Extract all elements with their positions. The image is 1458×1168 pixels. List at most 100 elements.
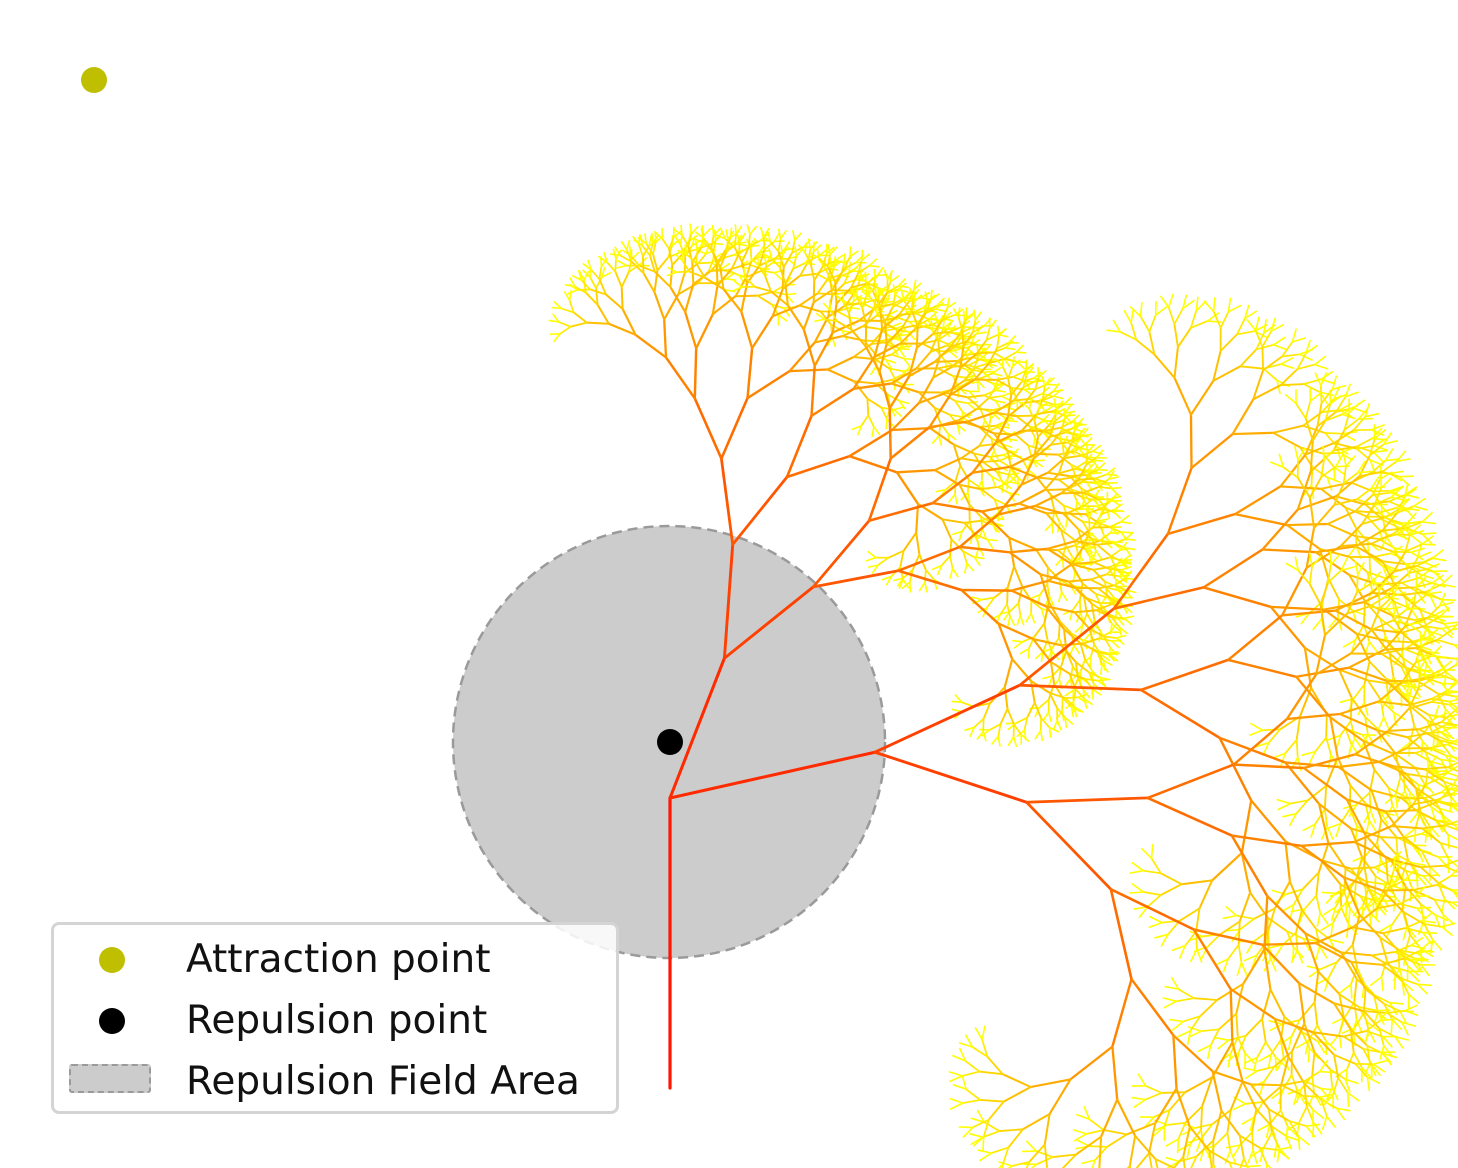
tree-branch	[1266, 1163, 1272, 1168]
legend-label: Repulsion point	[186, 998, 488, 1043]
tree-branch	[689, 223, 693, 235]
tree-branch	[1211, 1070, 1223, 1112]
tree-branch	[1262, 1131, 1273, 1150]
tree-branch	[702, 237, 713, 249]
tree-branch	[1048, 675, 1054, 686]
tree-branch	[1303, 894, 1318, 910]
tree-branch	[954, 400, 969, 405]
tree-branch	[933, 457, 963, 472]
tree-branch	[1301, 1094, 1314, 1111]
tree-branch	[1453, 823, 1458, 826]
tree-branch	[1068, 672, 1087, 680]
tree-branch	[1424, 776, 1443, 786]
tree-branch	[951, 567, 959, 578]
tree-branch	[1091, 444, 1102, 453]
tree-branch	[1008, 465, 1038, 479]
tree-branch	[998, 1128, 1024, 1133]
tree-branch	[937, 327, 945, 342]
tree-branch	[993, 449, 999, 461]
tree-branch	[1404, 533, 1411, 553]
tree-branch	[1113, 577, 1127, 587]
tree-branch	[1303, 646, 1313, 689]
tree-branch	[1265, 1123, 1271, 1139]
tree-branch	[1058, 521, 1066, 532]
tree-branch	[855, 295, 864, 310]
tree-branch	[1160, 933, 1169, 947]
tree-branch	[818, 248, 828, 257]
tree-branch	[971, 1118, 990, 1129]
tree-branch	[1399, 776, 1411, 794]
tree-branch	[1261, 943, 1301, 985]
tree-branch	[1362, 1048, 1382, 1054]
tree-branch	[1272, 431, 1302, 449]
tree-branch	[1398, 741, 1411, 752]
tree-branch	[1228, 1161, 1248, 1168]
tree-branch	[1292, 946, 1304, 959]
tree-branch	[1139, 658, 1230, 692]
tree-branch	[966, 394, 986, 399]
tree-branch	[907, 330, 916, 340]
tree-branch	[890, 401, 921, 432]
tree-branch	[1257, 1123, 1271, 1132]
tree-branch	[1339, 983, 1352, 994]
tree-branch	[1336, 445, 1349, 456]
tree-branch	[1316, 402, 1323, 428]
tree-branch	[560, 307, 575, 314]
tree-branch	[1307, 1047, 1311, 1063]
tree-branch	[1333, 1002, 1365, 1013]
tree-branch	[903, 290, 912, 300]
tree-branch	[1313, 1051, 1332, 1071]
tree-branch	[1235, 1012, 1239, 1039]
tree-branch	[1057, 476, 1077, 481]
tree-branch	[977, 1149, 993, 1154]
tree-branch	[1323, 808, 1329, 828]
tree-branch	[851, 425, 863, 431]
legend-item-repulsion-field-area: Repulsion Field Area	[54, 1062, 616, 1102]
tree-branch	[1296, 495, 1338, 511]
tree-branch	[1035, 1156, 1054, 1166]
tree-branch	[1048, 691, 1058, 709]
tree-branch	[1408, 621, 1424, 626]
tree-branch	[1351, 943, 1359, 969]
tree-branch	[1302, 823, 1316, 832]
tree-branch	[954, 493, 958, 505]
tree-branch	[753, 285, 772, 293]
tree-branch	[937, 339, 941, 358]
tree-branch	[1401, 661, 1417, 683]
tree-branch	[1043, 488, 1068, 491]
tree-branch	[1329, 389, 1332, 405]
tree-branch	[1239, 1157, 1245, 1168]
tree-branch	[822, 302, 832, 312]
tree-branch	[885, 358, 892, 369]
tree-branch	[1070, 544, 1086, 566]
tree-branch	[1439, 842, 1458, 849]
tree-branch	[1353, 1011, 1365, 1029]
tree-branch	[773, 269, 785, 274]
tree-branch	[1116, 616, 1125, 626]
tree-branch	[1340, 951, 1373, 957]
tree-branch	[902, 578, 910, 589]
tree-branch	[1064, 689, 1075, 697]
tree-branch	[1015, 716, 1029, 725]
tree-branch	[1400, 625, 1426, 634]
tree-branch	[1172, 1020, 1185, 1031]
tree-branch	[1357, 1006, 1378, 1012]
tree-branch	[644, 233, 648, 245]
tree-branch	[966, 491, 971, 503]
tree-branch	[1154, 1087, 1178, 1125]
tree-branch	[1415, 873, 1419, 889]
tree-branch	[1217, 1012, 1238, 1031]
tree-branch	[1297, 1135, 1310, 1146]
tree-branch	[1281, 609, 1337, 617]
tree-branch	[1109, 523, 1116, 534]
tree-branch	[1178, 907, 1201, 922]
tree-branch	[1407, 697, 1433, 707]
tree-branch	[1326, 476, 1341, 483]
tree-branch	[1295, 675, 1332, 719]
tree-branch	[680, 224, 683, 236]
tree-branch	[902, 365, 911, 375]
tree-branch	[990, 1146, 1010, 1154]
tree-branch	[890, 426, 932, 432]
tree-branch	[712, 251, 722, 269]
tree-branch	[1398, 475, 1414, 478]
